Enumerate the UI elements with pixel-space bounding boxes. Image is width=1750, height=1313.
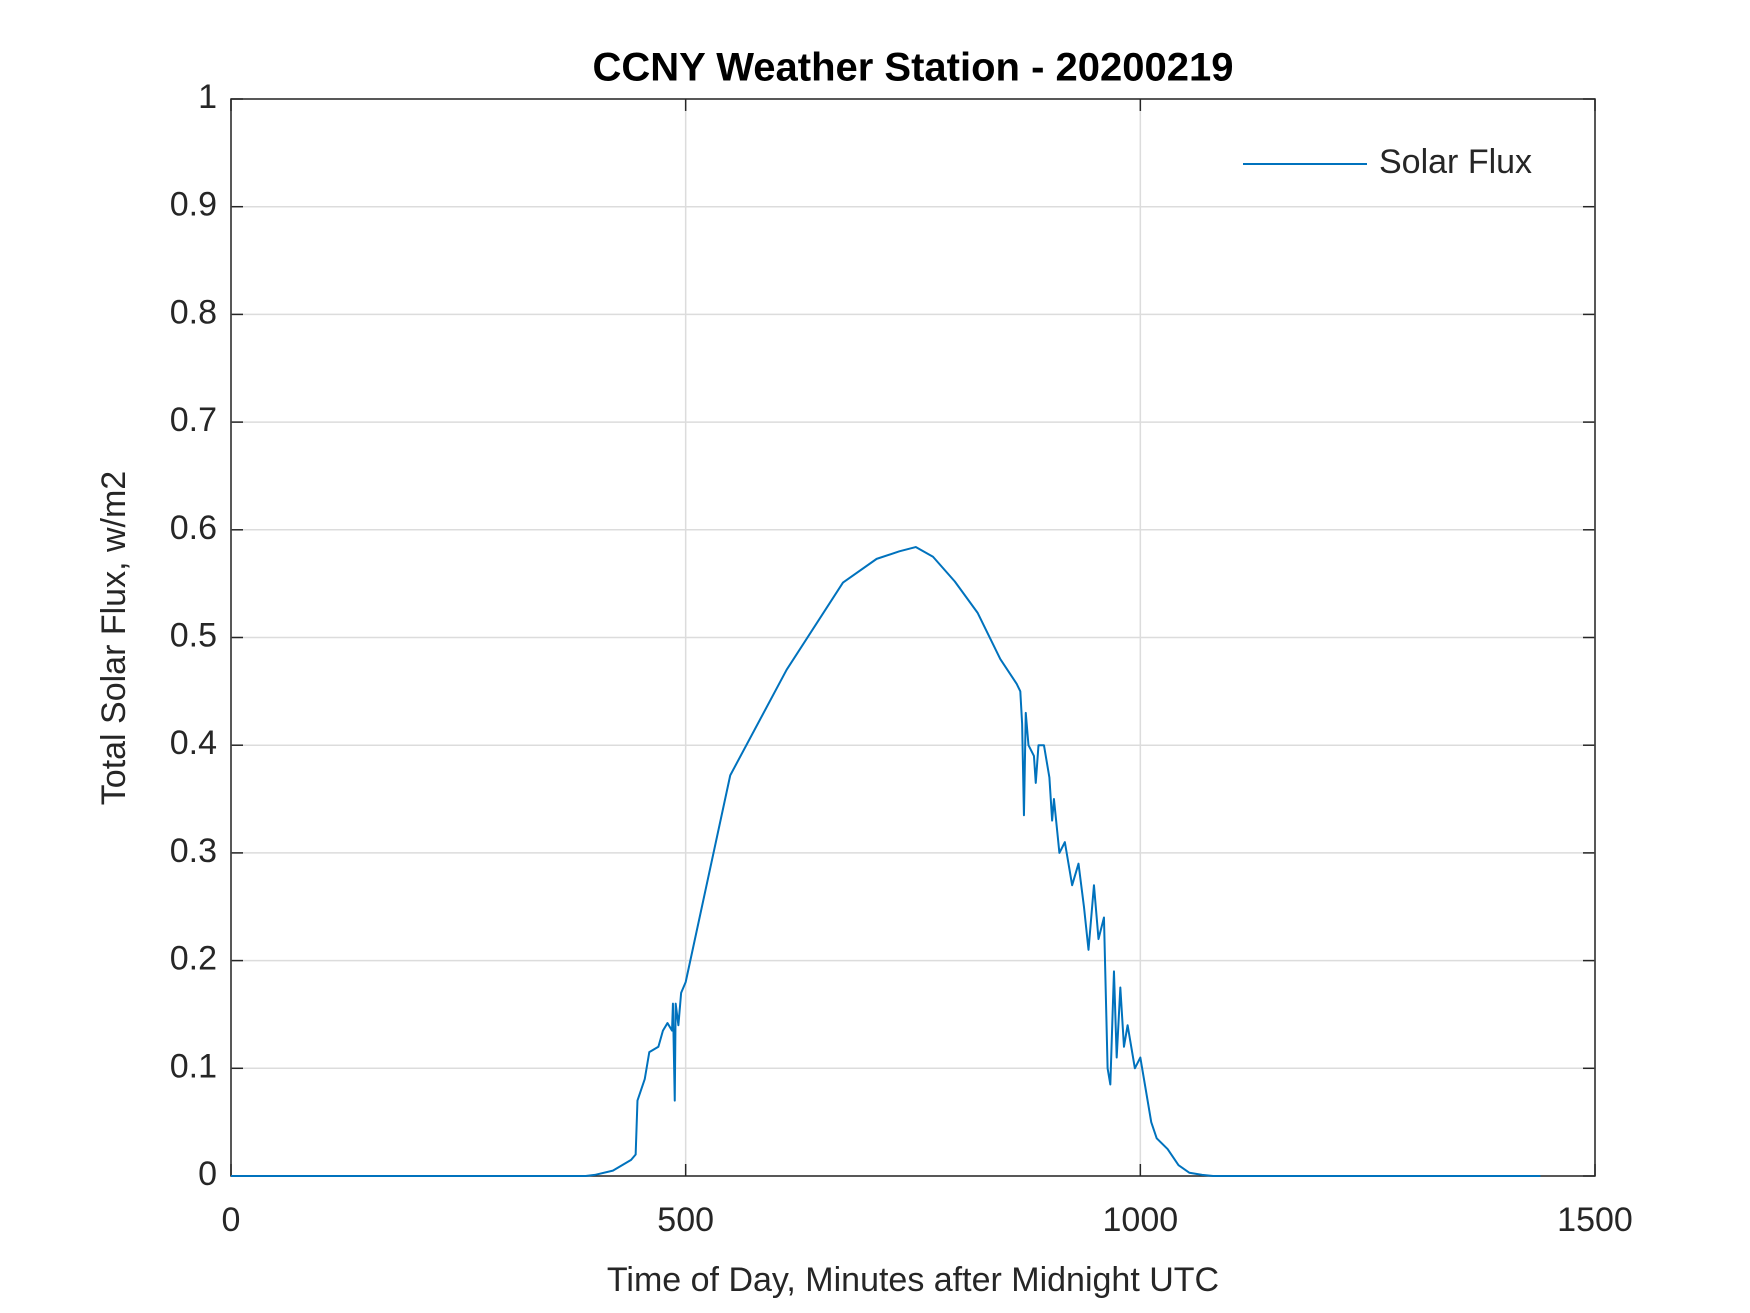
y-tick-label: 0.1 xyxy=(170,1047,217,1085)
x-tick-label: 500 xyxy=(657,1201,714,1239)
y-tick-label: 0.7 xyxy=(170,401,217,439)
y-tick-label: 0.4 xyxy=(170,724,217,762)
y-tick-label: 0.5 xyxy=(170,616,217,654)
y-tick-label: 0.8 xyxy=(170,293,217,331)
y-tick-label: 0.2 xyxy=(170,940,217,978)
y-tick-label: 1 xyxy=(198,78,217,116)
x-tick-label: 0 xyxy=(222,1201,241,1239)
x-tick-label: 1500 xyxy=(1557,1201,1633,1239)
x-axis-label: Time of Day, Minutes after Midnight UTC xyxy=(607,1261,1219,1299)
chart-title: CCNY Weather Station - 20200219 xyxy=(593,46,1234,90)
data-line xyxy=(231,546,1541,1177)
y-axis-label: Total Solar Flux, w/m2 xyxy=(95,471,133,805)
y-tick-label: 0 xyxy=(198,1155,217,1193)
y-tick-label: 0.6 xyxy=(170,509,217,547)
y-tick-label: 0.9 xyxy=(170,186,217,224)
y-tick-label: 0.3 xyxy=(170,832,217,870)
x-tick-label: 1000 xyxy=(1103,1201,1179,1239)
plot-frame xyxy=(230,98,1596,1177)
legend-label: Solar Flux xyxy=(1379,143,1532,181)
